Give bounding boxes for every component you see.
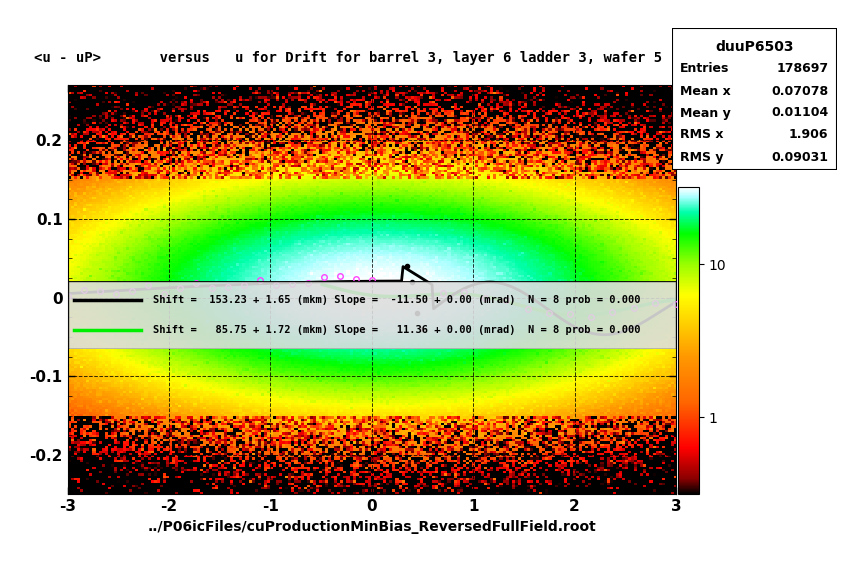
- Text: Shift =  153.23 + 1.65 (mkm) Slope =  -11.50 + 0.00 (mrad)  N = 8 prob = 0.000: Shift = 153.23 + 1.65 (mkm) Slope = -11.…: [153, 295, 640, 305]
- Text: Mean x: Mean x: [679, 85, 730, 98]
- Text: <u - uP>       versus   u for Drift for barrel 3, layer 6 ladder 3, wafer 5: <u - uP> versus u for Drift for barrel 3…: [34, 51, 661, 65]
- X-axis label: ../P06icFiles/cuProductionMinBias_ReversedFullField.root: ../P06icFiles/cuProductionMinBias_Revers…: [147, 520, 596, 533]
- Text: Shift =   85.75 + 1.72 (mkm) Slope =   11.36 + 0.00 (mrad)  N = 8 prob = 0.000: Shift = 85.75 + 1.72 (mkm) Slope = 11.36…: [153, 325, 640, 335]
- Text: duuP6503: duuP6503: [714, 40, 793, 54]
- Text: RMS x: RMS x: [679, 128, 722, 141]
- Text: 0.09031: 0.09031: [771, 151, 827, 164]
- Text: Entries: Entries: [679, 62, 728, 76]
- Text: 178697: 178697: [776, 62, 827, 76]
- Text: Mean y: Mean y: [679, 107, 730, 119]
- Text: RMS y: RMS y: [679, 151, 722, 164]
- Text: 0.01104: 0.01104: [770, 107, 827, 119]
- Text: 0.07078: 0.07078: [771, 85, 827, 98]
- Text: 1.906: 1.906: [788, 128, 827, 141]
